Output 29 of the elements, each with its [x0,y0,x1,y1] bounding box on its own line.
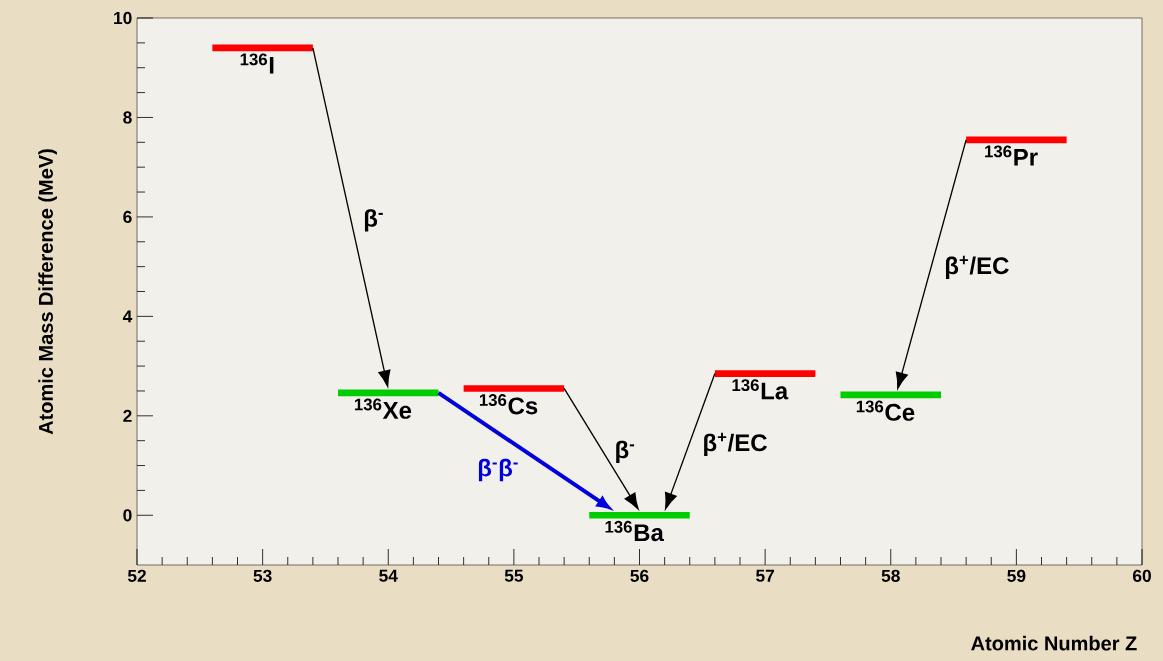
y-tick-label: 4 [122,310,133,323]
x-tick-label: 54 [379,569,398,582]
annotation: β$^{-}$ [364,209,383,232]
y-tick-label: 0 [123,509,132,522]
y-tick-label: 8 [123,111,132,124]
annotation: β$^{-}$β$^{-}$ [478,458,518,482]
series-label: $^{136}$La [732,379,789,400]
x-axis-title: Atomic Number Z [971,635,1137,651]
series-label: $^{136}$Ba [605,520,665,542]
annotation: β$^{-}$ [616,440,635,464]
series-label: $^{136}$Xe [354,398,412,419]
x-tick-label: 57 [756,569,775,582]
x-tick-label: 58 [881,569,900,582]
x-tick-label: 60 [1133,569,1151,582]
x-tick-label: 53 [253,569,272,582]
x-tick-label: 52 [127,569,146,582]
series-label: $^{136}$I [240,53,274,74]
y-tick-label: 10 [114,11,132,25]
y-axis-title: Atomic Mass Difference (MeV) [38,149,57,435]
y-tick-label: 2 [123,409,132,422]
x-tick-label: 59 [1007,569,1026,582]
x-tick-label: 55 [504,569,524,582]
series-label: $^{136}$Ce [856,400,915,421]
x-tick-label: 56 [630,569,649,582]
y-tick-label: 6 [123,210,132,224]
annotation: β$^{+}$/EC [704,432,767,456]
annotation: β$^{+}$/EC [945,255,1009,279]
series-label: $^{136}$Cs [479,394,538,415]
series-label: $^{136}$Pr [985,145,1038,166]
